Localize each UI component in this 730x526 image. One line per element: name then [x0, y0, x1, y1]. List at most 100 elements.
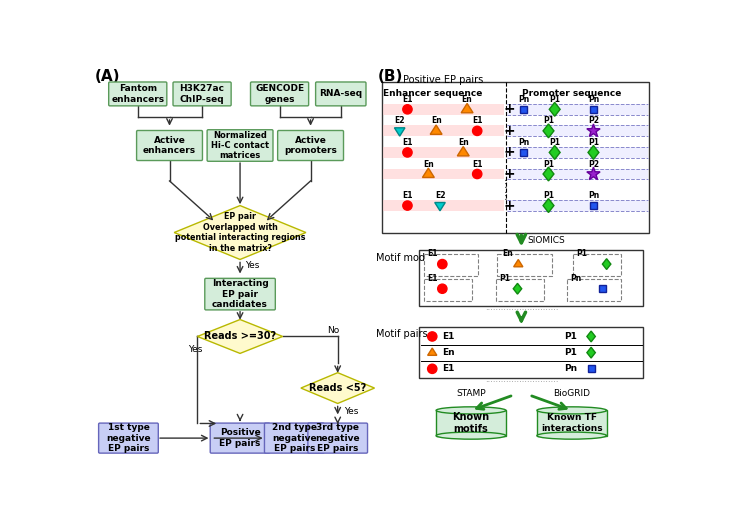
- Text: +: +: [504, 103, 515, 116]
- Circle shape: [472, 169, 482, 179]
- Polygon shape: [587, 331, 596, 342]
- FancyBboxPatch shape: [109, 82, 167, 106]
- FancyBboxPatch shape: [382, 83, 649, 232]
- Text: ⋮
⋮: ⋮ ⋮: [501, 179, 511, 201]
- Text: Pn: Pn: [518, 138, 529, 147]
- Text: E1: E1: [427, 249, 437, 258]
- Text: En: En: [502, 249, 512, 258]
- Text: ····························: ····························: [485, 378, 558, 387]
- Text: Pn: Pn: [588, 95, 599, 104]
- Text: E1: E1: [427, 274, 437, 282]
- FancyBboxPatch shape: [423, 279, 472, 301]
- Text: (A): (A): [95, 69, 120, 84]
- Polygon shape: [587, 347, 596, 358]
- Ellipse shape: [436, 432, 506, 439]
- Text: P1: P1: [543, 191, 554, 200]
- Text: Positive
EP pairs: Positive EP pairs: [219, 428, 261, 448]
- FancyBboxPatch shape: [590, 202, 597, 209]
- Text: Yes: Yes: [188, 345, 202, 354]
- Text: Normalized
Hi-C contact
matrices: Normalized Hi-C contact matrices: [211, 130, 269, 160]
- Text: 1st type
negative
EP pairs: 1st type negative EP pairs: [106, 423, 151, 453]
- Text: Reads <5?: Reads <5?: [309, 383, 366, 393]
- Text: +: +: [504, 199, 515, 213]
- Polygon shape: [513, 284, 522, 294]
- FancyBboxPatch shape: [99, 423, 158, 453]
- Text: E2: E2: [435, 191, 445, 200]
- Polygon shape: [543, 124, 554, 138]
- Text: Pn: Pn: [518, 95, 529, 104]
- Text: +: +: [504, 124, 515, 138]
- FancyBboxPatch shape: [264, 423, 324, 453]
- FancyBboxPatch shape: [567, 279, 621, 301]
- Ellipse shape: [436, 407, 506, 414]
- FancyBboxPatch shape: [599, 285, 606, 292]
- Polygon shape: [197, 319, 283, 353]
- Text: Interacting
EP pair
candidates: Interacting EP pair candidates: [212, 279, 269, 309]
- Polygon shape: [602, 259, 611, 269]
- FancyBboxPatch shape: [173, 82, 231, 106]
- Text: En: En: [458, 138, 469, 147]
- Polygon shape: [543, 199, 554, 213]
- FancyBboxPatch shape: [496, 279, 544, 301]
- FancyBboxPatch shape: [507, 169, 648, 179]
- Ellipse shape: [537, 407, 607, 414]
- FancyBboxPatch shape: [520, 149, 527, 156]
- Text: En: En: [423, 159, 434, 169]
- Text: Enhancer sequence: Enhancer sequence: [383, 88, 482, 97]
- Circle shape: [438, 259, 447, 269]
- FancyBboxPatch shape: [210, 423, 270, 453]
- Text: En: En: [442, 348, 455, 357]
- Text: P1: P1: [499, 274, 510, 282]
- Polygon shape: [394, 128, 405, 136]
- Text: Active
enhancers: Active enhancers: [143, 136, 196, 155]
- FancyBboxPatch shape: [507, 200, 648, 211]
- Text: Reads >=30?: Reads >=30?: [204, 331, 276, 341]
- Polygon shape: [174, 206, 306, 259]
- FancyBboxPatch shape: [137, 130, 202, 160]
- FancyBboxPatch shape: [308, 423, 367, 453]
- Text: 2nd type
negative
EP pairs: 2nd type negative EP pairs: [272, 423, 317, 453]
- Text: Known TF
interactions: Known TF interactions: [541, 413, 602, 433]
- Polygon shape: [549, 103, 560, 116]
- Circle shape: [403, 148, 412, 157]
- Text: P1: P1: [564, 332, 577, 341]
- Text: BioGRID: BioGRID: [553, 389, 591, 398]
- Text: Active
promoters: Active promoters: [284, 136, 337, 155]
- Polygon shape: [428, 348, 437, 356]
- Circle shape: [428, 332, 437, 341]
- Polygon shape: [423, 168, 434, 177]
- FancyBboxPatch shape: [250, 82, 309, 106]
- Text: Pn: Pn: [588, 191, 599, 200]
- Text: Yes: Yes: [344, 407, 358, 416]
- FancyBboxPatch shape: [419, 327, 643, 378]
- Text: +: +: [504, 167, 515, 181]
- Text: Known
motifs: Known motifs: [453, 412, 490, 434]
- Text: No: No: [328, 326, 340, 335]
- Text: (B): (B): [378, 69, 404, 84]
- FancyBboxPatch shape: [588, 366, 595, 372]
- Text: P1: P1: [588, 138, 599, 147]
- Polygon shape: [301, 372, 374, 403]
- Text: Promoter sequence: Promoter sequence: [522, 88, 621, 97]
- FancyBboxPatch shape: [207, 130, 273, 161]
- Polygon shape: [461, 104, 473, 113]
- Text: Fantom
enhancers: Fantom enhancers: [111, 84, 164, 104]
- Polygon shape: [457, 147, 469, 156]
- FancyBboxPatch shape: [497, 254, 552, 276]
- FancyBboxPatch shape: [423, 254, 478, 276]
- FancyBboxPatch shape: [383, 169, 504, 179]
- FancyBboxPatch shape: [507, 126, 648, 136]
- Text: GENCODE
genes: GENCODE genes: [255, 84, 304, 104]
- FancyBboxPatch shape: [436, 410, 506, 436]
- FancyBboxPatch shape: [590, 106, 597, 113]
- Text: P1: P1: [543, 116, 554, 126]
- Polygon shape: [549, 146, 560, 159]
- Text: Positive EP pairs: Positive EP pairs: [403, 75, 483, 85]
- FancyBboxPatch shape: [573, 254, 621, 276]
- Ellipse shape: [537, 432, 607, 439]
- Text: En: En: [462, 95, 472, 104]
- Circle shape: [438, 284, 447, 294]
- Polygon shape: [587, 167, 600, 179]
- FancyBboxPatch shape: [419, 250, 643, 306]
- FancyBboxPatch shape: [383, 200, 504, 211]
